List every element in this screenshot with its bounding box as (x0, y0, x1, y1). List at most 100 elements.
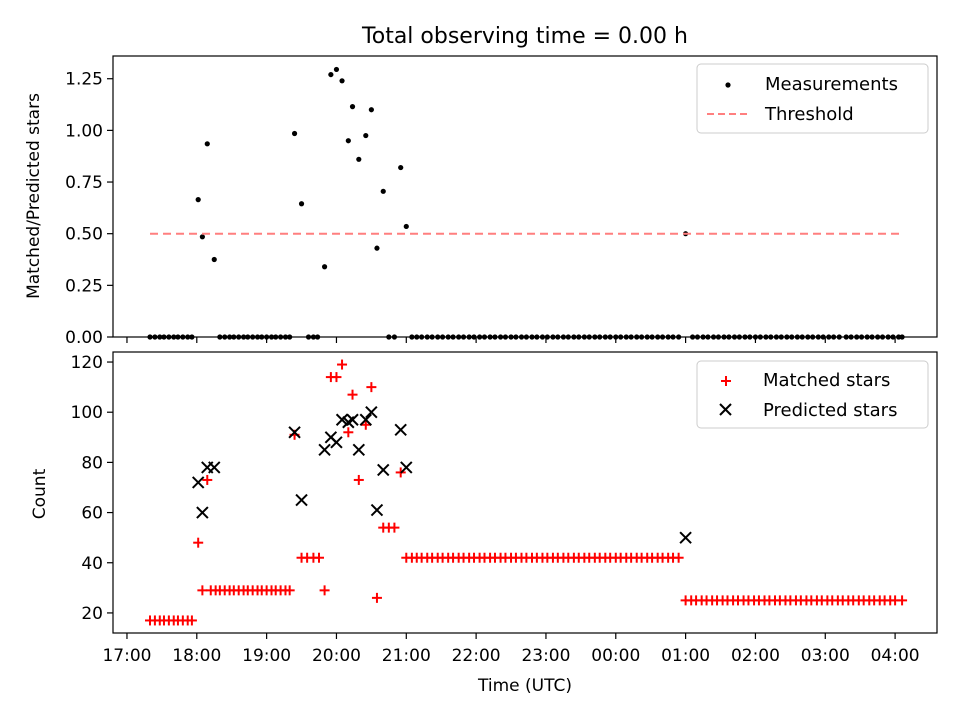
measurement-point (291, 130, 298, 137)
predicted-star-point (330, 436, 343, 449)
legend-measurements-label: Measurements (765, 74, 898, 95)
predicted-star-point (191, 476, 205, 489)
matched-star-point (371, 592, 382, 603)
legend-matched-label: Matched stars (763, 370, 890, 391)
matched-star-point (197, 585, 208, 596)
xtick-label: 18:00 (172, 646, 221, 666)
measurement-point (339, 78, 345, 84)
measurement-point (398, 164, 404, 171)
bottom-ytick-label: 80 (81, 453, 103, 473)
top-ytick-label: 0.50 (65, 225, 103, 245)
measurement-point (363, 132, 369, 139)
legend-threshold-label: Threshold (764, 104, 854, 125)
legend-predicted-marker (719, 403, 732, 416)
measurement-point (368, 107, 374, 113)
measurement-point (204, 141, 210, 147)
predicted-star-point (288, 426, 301, 439)
top-y-axis-label: Matched/Predicted stars (24, 93, 44, 299)
top-ytick-label: 0.25 (65, 276, 103, 296)
xtick-label: 21:00 (382, 646, 431, 666)
matched-star-point (186, 615, 197, 626)
xtick-label: 17:00 (102, 646, 151, 666)
top-ytick-label: 1.00 (65, 121, 103, 141)
xtick-label: 04:00 (871, 646, 920, 666)
xtick-label: 22:00 (452, 646, 501, 666)
measurement-point (349, 104, 356, 110)
measurement-point (328, 71, 334, 78)
top-ytick-label: 1.25 (65, 70, 103, 90)
measurement-point (380, 188, 386, 194)
top-plot-frame (112, 55, 938, 338)
measurement-point (199, 234, 205, 240)
bottom-chart-panel: Count Time (UTC) 20 40 60 80 100 120 17:00 18:0… (30, 351, 938, 696)
matched-star-point (347, 389, 358, 400)
predicted-star-point (377, 463, 390, 477)
measurement-point (298, 201, 305, 207)
measurement-point (333, 66, 340, 73)
xtick-label: 00:00 (591, 646, 640, 666)
matched-star-point (331, 372, 342, 383)
measurement-point (403, 223, 409, 230)
predicted-star-point (318, 443, 331, 457)
bottom-ytick-label: 60 (81, 504, 103, 524)
measurement-point (195, 196, 201, 203)
top-chart-panel: Total observing time = 0.00 h Matched/Pr… (24, 24, 938, 348)
measurement-point (356, 156, 362, 162)
xtick-label: 01:00 (661, 646, 710, 666)
measurement-point (321, 264, 328, 270)
chart-title: Total observing time = 0.00 h (361, 24, 688, 49)
predicted-star-point (208, 461, 221, 474)
legend-predicted-label: Predicted stars (763, 400, 897, 421)
bottom-ytick-label: 40 (81, 554, 103, 574)
predicted-star-point (365, 406, 378, 419)
matched-star-point (343, 427, 354, 438)
predicted-star-point (352, 443, 366, 457)
matched-star-point (360, 419, 371, 430)
bottom-legend: Matched stars Predicted stars (696, 360, 929, 429)
matched-star-point (284, 585, 295, 596)
matched-star-point (314, 552, 324, 563)
matched-star-point (193, 537, 204, 548)
matched-star-point (337, 359, 348, 370)
xtick-label: 20:00 (312, 646, 361, 666)
predicted-star-point (394, 423, 407, 436)
matched-star-point (366, 382, 377, 393)
matched-star-point (897, 595, 908, 606)
bottom-ytick-label: 20 (81, 604, 103, 624)
xtick-label: 02:00 (731, 646, 780, 666)
bottom-ytick-label: 120 (71, 353, 103, 373)
bottom-y-axis-label: Count (30, 468, 50, 519)
matched-star-point (389, 522, 400, 533)
xtick-label: 23:00 (521, 646, 570, 666)
bottom-plot-marks (145, 359, 908, 626)
legend-matched-marker (721, 376, 731, 386)
xtick-label: 19:00 (242, 646, 291, 666)
xtick-label: 03:00 (801, 646, 850, 666)
top-ytick-label: 0.75 (65, 173, 103, 193)
matched-star-point (353, 474, 364, 485)
predicted-star-point (679, 531, 692, 544)
matched-star-point (673, 552, 684, 563)
bottom-ytick-label: 100 (71, 403, 103, 423)
bottom-legend-box (696, 360, 929, 429)
top-legend-box (696, 63, 929, 134)
measurement-point (374, 245, 380, 251)
bottom-plot-frame (112, 351, 938, 634)
x-axis-label: Time (UTC) (477, 676, 572, 696)
bottom-axis-ticks: 20 40 60 80 100 120 17:00 18:00 19:00 20:00 21:00 2… (71, 353, 920, 666)
predicted-star-point (196, 506, 209, 519)
predicted-star-point (359, 413, 372, 426)
predicted-star-point (400, 461, 413, 474)
top-legend: Measurements Threshold (696, 63, 929, 134)
legend-measurements-marker (725, 82, 731, 88)
predicted-star-point (295, 493, 308, 507)
top-axis-ticks: 0.00 0.25 0.50 0.75 1.00 1.25 (65, 70, 896, 348)
predicted-star-point (346, 413, 359, 426)
predicted-star-point (335, 413, 349, 426)
top-ytick-label: 0.00 (65, 328, 103, 348)
matched-star-point (202, 474, 213, 485)
matched-star-point (319, 585, 330, 596)
measurement-point (345, 138, 351, 144)
predicted-star-point (370, 503, 384, 517)
